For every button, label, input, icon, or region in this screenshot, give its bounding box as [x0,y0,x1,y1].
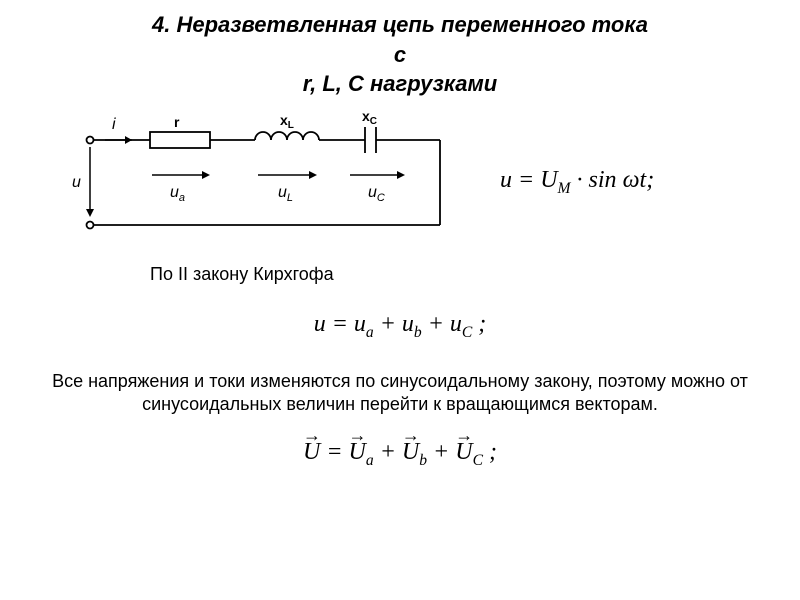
label-i: i [112,116,116,133]
label-u: u [72,174,81,191]
eq-main-text: u = UM · sin ωt; [500,167,654,193]
circuit-diagram: i r xL xC u [60,105,460,250]
label-ua: ua [170,184,185,204]
label-xc: xC [362,108,377,127]
kirchhoff-label: По II закону Кирхгофа [150,264,800,285]
label-r: r [174,114,180,130]
equation-sum: u = ua + ub + uC ; [0,311,800,342]
title-line-3: r, L, C нагрузками [303,71,497,96]
equation-vector: U = Ua + Ub + UC ; [0,439,800,470]
body-text: Все напряжения и токи изменяются по сину… [50,370,750,417]
slide-title: 4. Неразветвленная цепь переменного тока… [40,10,760,99]
label-xl: xL [280,112,294,131]
title-line-1: 4. Неразветвленная цепь переменного тока [152,12,648,37]
label-uc: uC [368,184,385,204]
title-line-2: с [394,42,406,67]
equation-main: u = UM · sin ωt; [500,167,654,198]
label-ul: uL [278,184,293,204]
